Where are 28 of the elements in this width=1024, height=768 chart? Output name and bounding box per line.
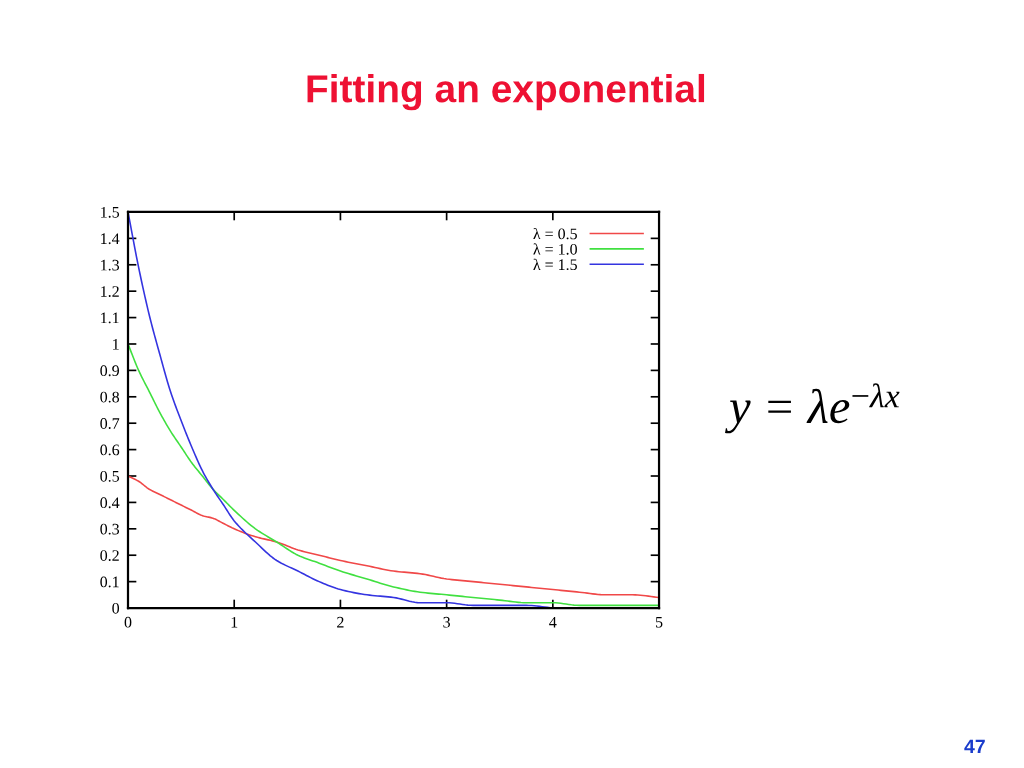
y-tick-label: 0.5	[100, 470, 120, 482]
y-tick-label: 0.3	[100, 523, 120, 535]
text: 47	[964, 739, 985, 754]
x-tick-label: 4	[549, 616, 557, 628]
x-tick-label: 1	[231, 616, 238, 628]
x-tick-label: 2	[337, 616, 344, 628]
legend-label: λ = 1.0	[533, 243, 577, 255]
y-tick-label: 1.3	[101, 259, 120, 271]
y-tick-label: 0.4	[100, 497, 120, 509]
y-tick-label: 0	[112, 602, 120, 614]
legend-label: λ = 0.5	[533, 227, 577, 240]
chart-title: Fitting an exponential	[307, 73, 705, 111]
x-tick-label: 3	[443, 616, 450, 628]
text: y = λe$^{−λx}$	[725, 383, 900, 434]
x-tick-label: 0	[124, 616, 132, 628]
y-tick-label: 0.2	[100, 550, 119, 561]
y-tick-label: 0.8	[100, 391, 120, 403]
x-tick-label: 5	[655, 616, 663, 628]
y-tick-label: 1	[113, 338, 119, 350]
y-tick-label: 0.9	[100, 365, 120, 377]
y-tick-label: 1.1	[101, 312, 119, 324]
y-tick-label: 1.4	[101, 233, 120, 245]
y-tick-label: 1.2	[101, 286, 119, 297]
legend-label: λ = 1.5	[533, 258, 577, 271]
y-tick-label: 0.1	[100, 576, 119, 588]
y-tick-label: 0.7	[100, 418, 120, 429]
y-tick-label: 1.5	[101, 206, 120, 218]
y-tick-label: 0.6	[100, 444, 120, 456]
